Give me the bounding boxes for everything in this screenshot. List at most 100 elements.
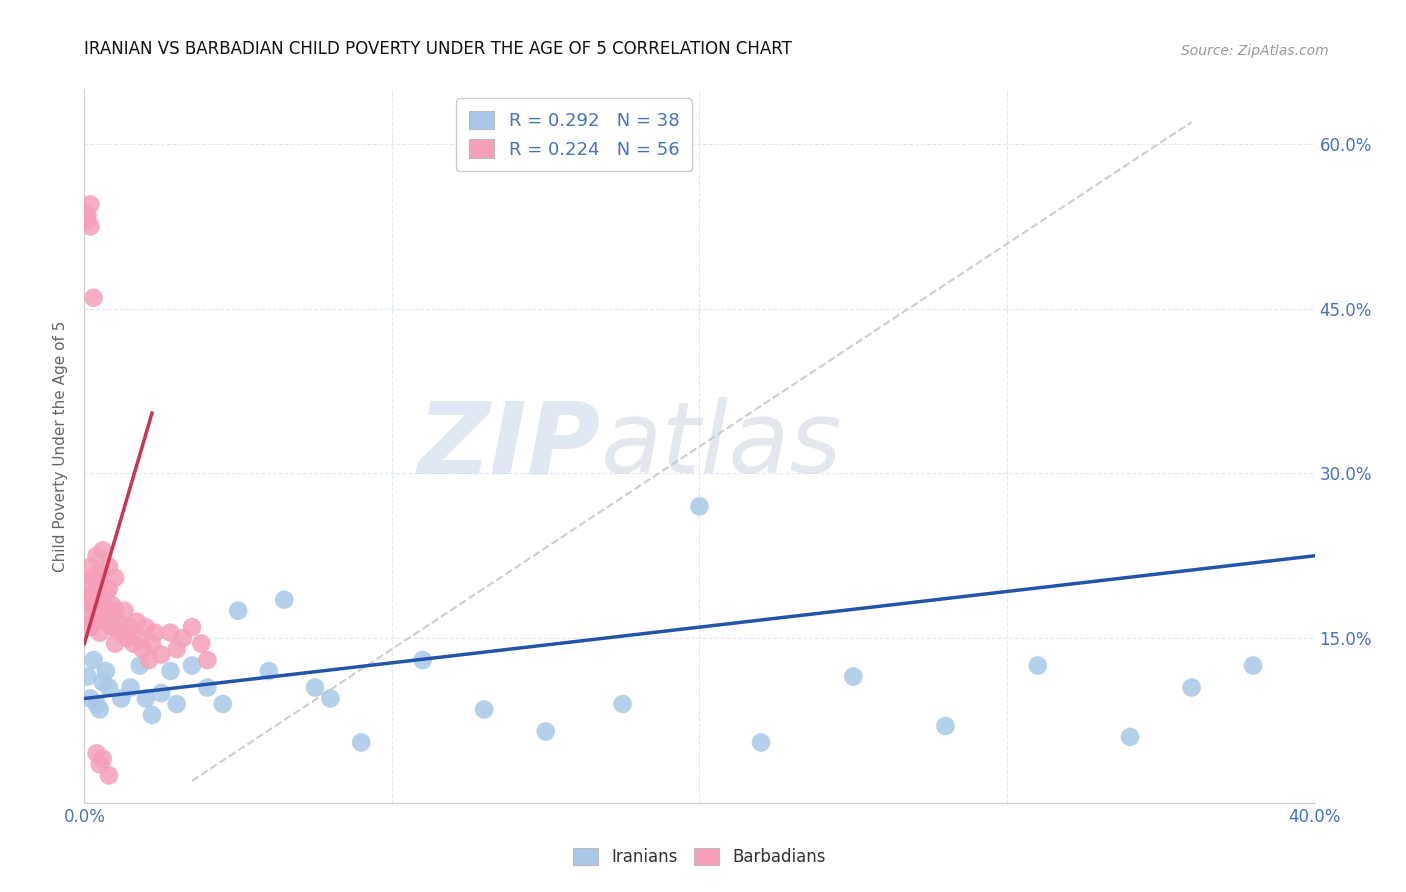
Point	[842, 669, 865, 683]
Point	[101, 598, 124, 612]
Point	[98, 768, 121, 782]
Y-axis label: Child Poverty Under the Age of 5: Child Poverty Under the Age of 5	[53, 320, 69, 572]
Point	[94, 587, 117, 601]
Point	[350, 735, 373, 749]
Point	[86, 747, 108, 761]
Text: Source: ZipAtlas.com: Source: ZipAtlas.com	[1181, 44, 1329, 58]
Point	[98, 604, 121, 618]
Point	[91, 609, 114, 624]
Text: atlas: atlas	[602, 398, 842, 494]
Point	[104, 620, 127, 634]
Text: ZIP: ZIP	[418, 398, 602, 494]
Point	[319, 691, 342, 706]
Point	[197, 653, 219, 667]
Point	[412, 653, 434, 667]
Point	[273, 592, 295, 607]
Point	[211, 697, 233, 711]
Point	[107, 615, 129, 629]
Point	[190, 637, 212, 651]
Point	[304, 681, 326, 695]
Point	[749, 735, 772, 749]
Point	[91, 543, 114, 558]
Point	[1119, 730, 1142, 744]
Point	[79, 219, 101, 234]
Point	[89, 592, 111, 607]
Point	[135, 620, 157, 634]
Point	[86, 697, 108, 711]
Point	[79, 620, 101, 634]
Point	[1026, 658, 1049, 673]
Point	[76, 576, 98, 591]
Point	[98, 559, 121, 574]
Point	[91, 752, 114, 766]
Point	[197, 681, 219, 695]
Point	[181, 658, 204, 673]
Point	[226, 604, 249, 618]
Point	[166, 642, 188, 657]
Text: IRANIAN VS BARBADIAN CHILD POVERTY UNDER THE AGE OF 5 CORRELATION CHART: IRANIAN VS BARBADIAN CHILD POVERTY UNDER…	[84, 40, 792, 58]
Point	[125, 615, 148, 629]
Point	[76, 214, 98, 228]
Point	[141, 708, 163, 723]
Point	[112, 604, 135, 618]
Point	[935, 719, 957, 733]
Point	[534, 724, 557, 739]
Point	[76, 592, 98, 607]
Point	[79, 559, 101, 574]
Point	[150, 648, 173, 662]
Point	[98, 582, 121, 596]
Point	[128, 631, 150, 645]
Point	[104, 571, 127, 585]
Point	[104, 637, 127, 651]
Point	[166, 697, 188, 711]
Point	[89, 566, 111, 580]
Point	[132, 642, 155, 657]
Point	[94, 615, 117, 629]
Point	[89, 702, 111, 716]
Point	[76, 604, 98, 618]
Point	[110, 625, 132, 640]
Point	[89, 625, 111, 640]
Legend: Iranians, Barbadians: Iranians, Barbadians	[567, 841, 832, 873]
Point	[257, 664, 280, 678]
Point	[83, 615, 105, 629]
Point	[117, 631, 139, 645]
Point	[159, 625, 181, 640]
Point	[612, 697, 634, 711]
Point	[472, 702, 495, 716]
Point	[79, 587, 101, 601]
Point	[181, 620, 204, 634]
Point	[83, 653, 105, 667]
Point	[79, 691, 101, 706]
Point	[120, 620, 142, 634]
Point	[83, 291, 105, 305]
Point	[143, 625, 166, 640]
Point	[150, 686, 173, 700]
Point	[141, 637, 163, 651]
Point	[128, 658, 150, 673]
Point	[76, 669, 98, 683]
Point	[104, 604, 127, 618]
Point	[138, 653, 160, 667]
Point	[120, 681, 142, 695]
Point	[79, 197, 101, 211]
Point	[1181, 681, 1204, 695]
Point	[1241, 658, 1264, 673]
Point	[101, 620, 124, 634]
Point	[76, 209, 98, 223]
Point	[110, 691, 132, 706]
Point	[94, 664, 117, 678]
Point	[86, 604, 108, 618]
Point	[86, 582, 108, 596]
Point	[89, 757, 111, 772]
Point	[91, 675, 114, 690]
Point	[172, 631, 194, 645]
Point	[159, 664, 181, 678]
Point	[86, 549, 108, 563]
Point	[83, 571, 105, 585]
Point	[122, 637, 145, 651]
Point	[135, 691, 157, 706]
Point	[98, 681, 121, 695]
Point	[83, 598, 105, 612]
Point	[689, 500, 711, 514]
